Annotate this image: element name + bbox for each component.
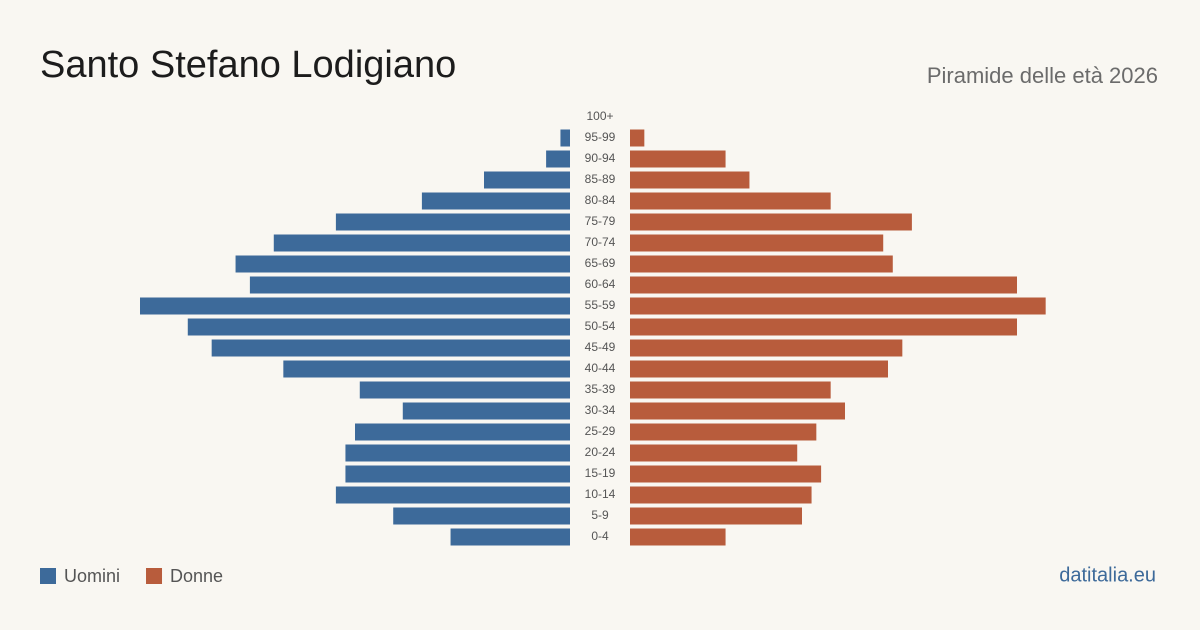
bar	[235, 255, 571, 273]
chart-subtitle: Piramide delle età 2026	[927, 63, 1158, 88]
bar	[630, 339, 903, 357]
legend-swatch	[40, 568, 56, 584]
chart-title: Santo Stefano Lodigiano	[40, 44, 456, 86]
bar	[630, 381, 831, 399]
bar	[630, 150, 726, 168]
bar	[345, 465, 570, 483]
bar	[211, 339, 570, 357]
bar	[359, 381, 570, 399]
bar	[630, 318, 1017, 336]
age-label: 60-64	[585, 277, 616, 291]
bar	[421, 192, 570, 210]
age-label: 95-99	[585, 130, 616, 144]
bar	[630, 528, 726, 546]
legend-label: Uomini	[64, 566, 120, 586]
age-label: 35-39	[585, 382, 616, 396]
bar	[249, 276, 570, 294]
bar	[140, 297, 570, 315]
age-label: 10-14	[585, 487, 616, 501]
bar	[630, 360, 888, 378]
age-label: 85-89	[585, 172, 616, 186]
bar	[630, 129, 645, 147]
bar	[630, 276, 1017, 294]
legend-swatch	[146, 568, 163, 584]
age-label: 0-4	[591, 529, 609, 543]
bar	[630, 297, 1046, 315]
bar	[630, 507, 802, 525]
bar	[273, 234, 570, 252]
bar	[630, 465, 822, 483]
bar	[630, 423, 817, 441]
brand: datitalia.eu	[1059, 564, 1156, 586]
age-label: 90-94	[585, 151, 616, 165]
bar	[283, 360, 570, 378]
bar	[335, 486, 570, 504]
bar	[393, 507, 570, 525]
age-label: 20-24	[585, 445, 616, 459]
bar	[345, 444, 570, 462]
age-label: 40-44	[585, 361, 616, 375]
age-label: 100+	[586, 109, 613, 123]
legend-label: Donne	[170, 566, 223, 586]
bar	[630, 171, 750, 189]
bar	[484, 171, 570, 189]
bar	[335, 213, 570, 231]
bar	[450, 528, 570, 546]
age-label: 25-29	[585, 424, 616, 438]
bar	[560, 129, 570, 147]
age-label: 80-84	[585, 193, 616, 207]
age-label: 65-69	[585, 256, 616, 270]
bar	[630, 234, 884, 252]
age-label: 70-74	[585, 235, 616, 249]
bar	[630, 255, 893, 273]
bar	[546, 150, 570, 168]
bar	[630, 486, 812, 504]
age-label: 45-49	[585, 340, 616, 354]
age-label: 50-54	[585, 319, 616, 333]
bar	[630, 402, 845, 420]
bar	[630, 444, 798, 462]
age-label: 15-19	[585, 466, 616, 480]
bar	[630, 192, 831, 210]
bar	[187, 318, 570, 336]
bar	[402, 402, 570, 420]
age-label: 75-79	[585, 214, 616, 228]
age-label: 30-34	[585, 403, 616, 417]
bar	[355, 423, 570, 441]
age-label: 5-9	[591, 508, 609, 522]
bar	[630, 213, 912, 231]
age-label: 55-59	[585, 298, 616, 312]
